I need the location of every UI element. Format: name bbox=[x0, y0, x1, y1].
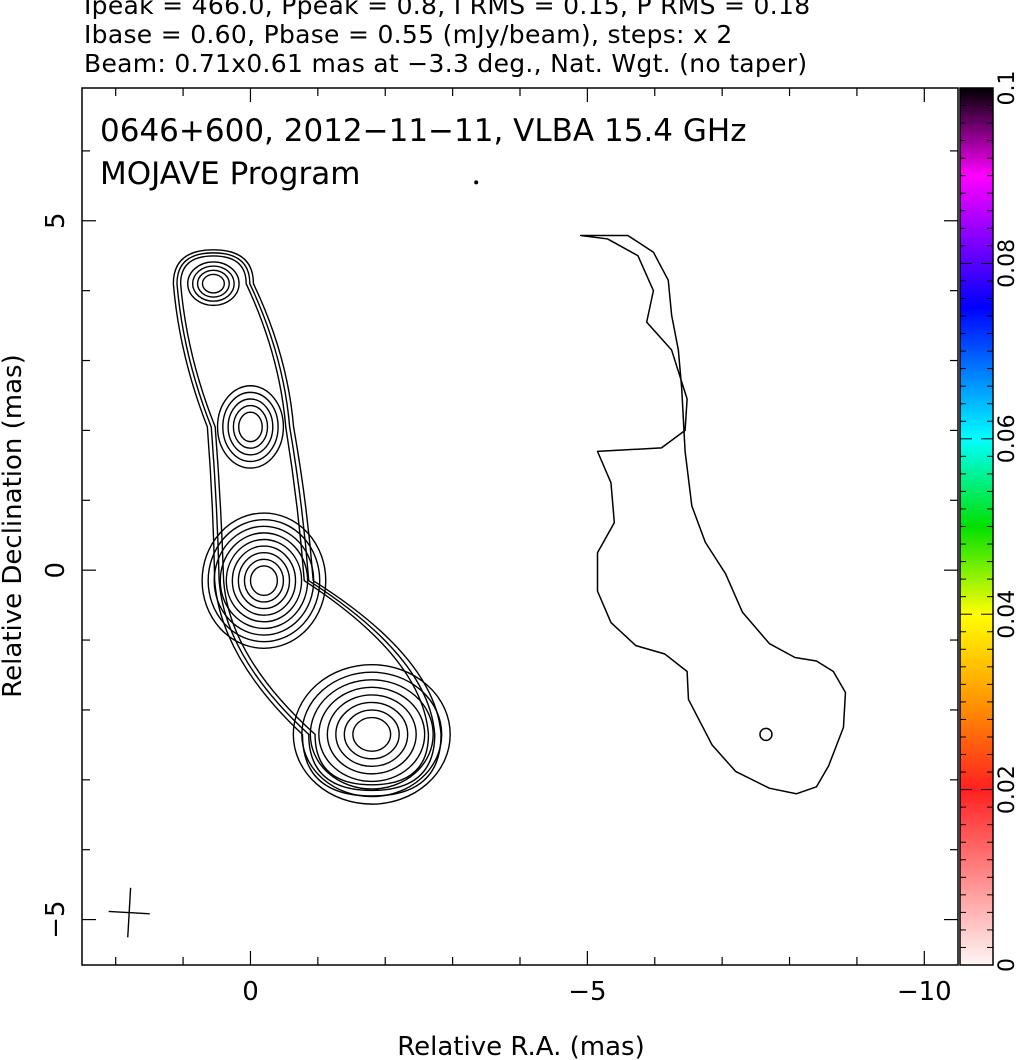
stokes-i-contour bbox=[243, 558, 285, 603]
polarization-contour bbox=[579, 234, 847, 795]
stokes-i-contour bbox=[207, 518, 321, 643]
stokes-i-contour bbox=[216, 385, 285, 469]
plot-subtitle: MOJAVE Program bbox=[100, 156, 360, 192]
stokes-i-contour bbox=[196, 269, 230, 298]
beam-info-line: Beam: 0.71x0.61 mas at −3.3 deg., Nat. W… bbox=[84, 49, 808, 78]
colorbar-tick-label: 0 bbox=[995, 958, 1020, 972]
stokes-i-contour bbox=[318, 686, 426, 783]
stokes-i-contour bbox=[213, 525, 315, 636]
stokes-i-contour bbox=[201, 273, 226, 294]
stokes-i-contour bbox=[352, 716, 392, 752]
colorbar-tick-label: 0.1 bbox=[995, 71, 1020, 106]
y-tick-label: −5 bbox=[41, 900, 71, 938]
y-axis-label: Relative Declination (mas) bbox=[0, 354, 28, 697]
y-tick-label: 0 bbox=[41, 562, 71, 579]
colorbar-tick-label: 0.02 bbox=[995, 765, 1020, 814]
stokes-i-contour bbox=[237, 552, 291, 610]
x-tick-label: 0 bbox=[242, 977, 259, 1007]
x-axis-label: Relative R.A. (mas) bbox=[397, 1032, 644, 1060]
stokes-i-contour bbox=[176, 252, 436, 792]
stokes-i-contour bbox=[335, 701, 409, 768]
axis-ticks bbox=[82, 88, 958, 965]
colorbar-tick-label: 0.06 bbox=[995, 414, 1020, 463]
y-tick-labels: 5 0 −5 bbox=[41, 212, 71, 938]
stokes-i-contour bbox=[232, 404, 269, 449]
beam-ellipse-cross bbox=[108, 887, 150, 938]
x-tick-label: −5 bbox=[568, 977, 606, 1007]
stokes-i-contour bbox=[222, 391, 279, 463]
stokes-i-contour bbox=[326, 694, 417, 775]
marker-dot bbox=[474, 180, 479, 185]
stokes-i-contours bbox=[172, 249, 451, 805]
stokes-i-contour bbox=[225, 538, 303, 623]
stokes-i-contour bbox=[249, 565, 279, 597]
stokes-i-contour bbox=[231, 545, 297, 616]
y-tick-label: 5 bbox=[41, 212, 71, 229]
stokes-i-contour bbox=[201, 512, 327, 649]
stokes-i-contour bbox=[301, 671, 443, 798]
stokes-i-contour bbox=[238, 411, 263, 443]
polarization-spot bbox=[759, 727, 773, 742]
beam-minor-axis bbox=[108, 910, 150, 915]
stokes-i-contour bbox=[191, 265, 235, 302]
colorbar-ticks: 0 0.02 0.04 0.06 0.08 0.1 bbox=[960, 71, 1020, 972]
stokes-i-contour bbox=[172, 249, 442, 797]
plot-title: 0646+600, 2012−11−11, VLBA 15.4 GHz bbox=[100, 113, 746, 149]
small-marker bbox=[474, 180, 479, 185]
stokes-i-contour bbox=[227, 398, 274, 456]
stats-line-1: Ipeak = 466.0, Ppeak = 0.8, I RMS = 0.15… bbox=[84, 0, 811, 20]
stokes-i-contour bbox=[309, 679, 434, 790]
stokes-i-contour bbox=[179, 255, 430, 786]
colorbar-tick-label: 0.08 bbox=[995, 239, 1020, 288]
stokes-i-contour bbox=[343, 709, 400, 760]
x-tick-label: −10 bbox=[897, 977, 952, 1007]
stokes-i-contour bbox=[187, 261, 240, 307]
x-tick-labels: 0 −5 −10 bbox=[242, 977, 952, 1007]
stats-line-2: Ibase = 0.60, Pbase = 0.55 (mJy/beam), s… bbox=[84, 20, 733, 49]
stokes-i-contour bbox=[292, 663, 451, 805]
stokes-i-contour bbox=[219, 532, 309, 630]
colorbar-tick-label: 0.04 bbox=[995, 590, 1020, 639]
polarization-contours bbox=[579, 234, 847, 795]
